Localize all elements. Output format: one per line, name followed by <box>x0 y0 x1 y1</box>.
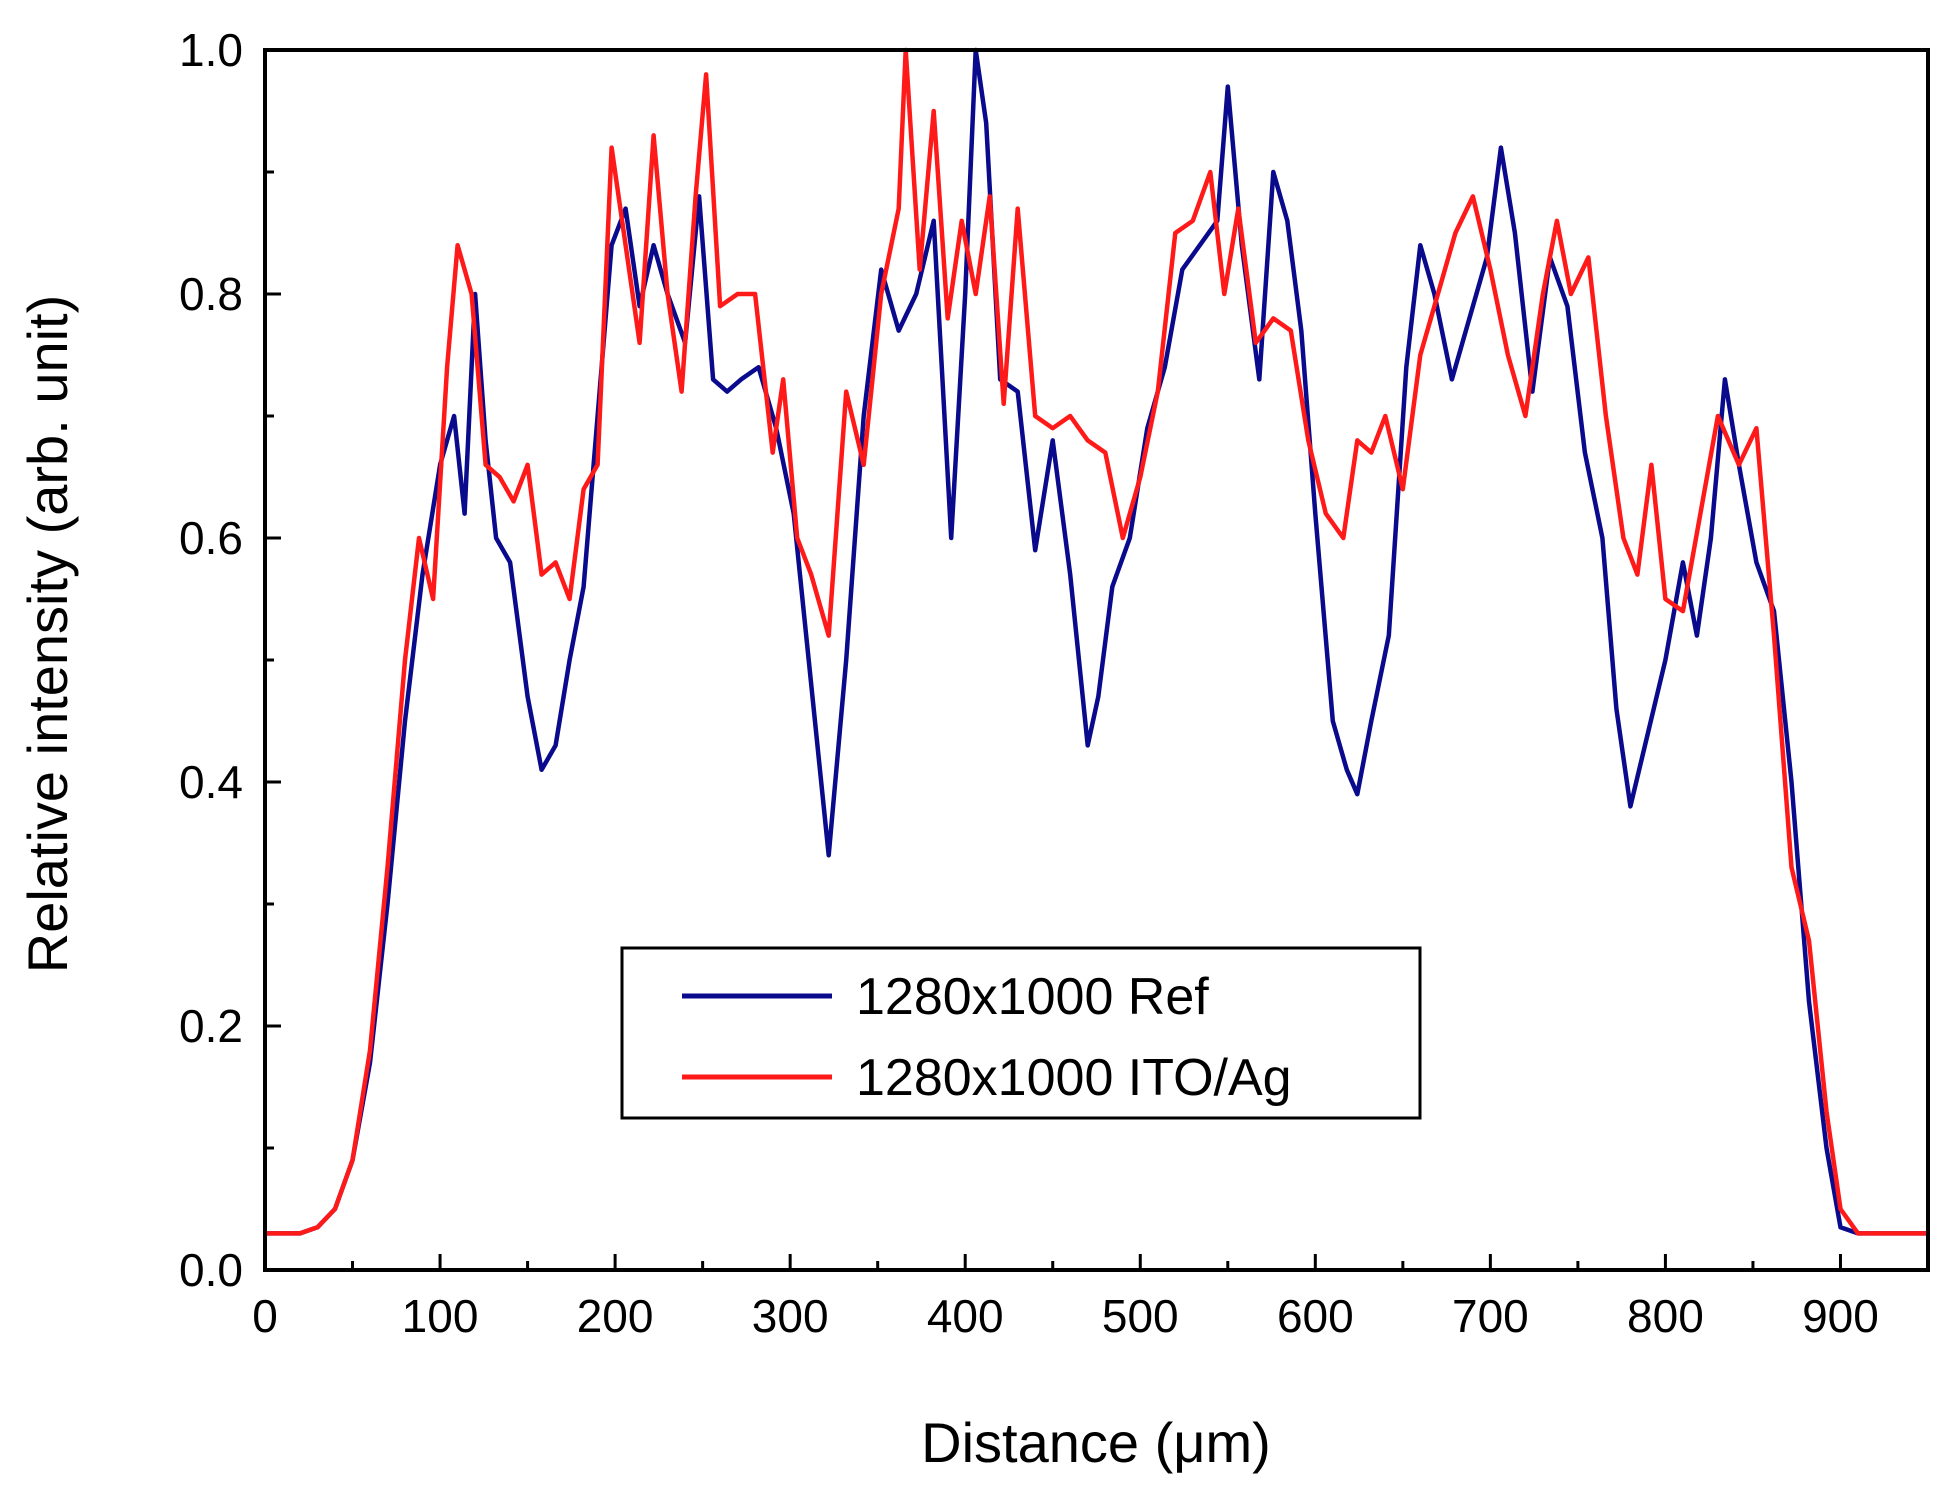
x-tick-label: 200 <box>577 1290 654 1342</box>
y-tick-label: 1.0 <box>179 24 243 76</box>
y-tick-label: 0.6 <box>179 512 243 564</box>
x-tick-label: 300 <box>752 1290 829 1342</box>
legend: 1280x1000 Ref 1280x1000 ITO/Ag <box>620 946 1422 1120</box>
y-tick-label: 0.2 <box>179 1000 243 1052</box>
y-tick-labels: 0.0 0.2 0.4 0.6 0.8 1.0 <box>179 24 243 1296</box>
x-tick-label: 100 <box>402 1290 479 1342</box>
x-tick-label: 500 <box>1102 1290 1179 1342</box>
x-axis-title: Distance (μm) <box>921 1411 1271 1474</box>
x-tick-label: 800 <box>1627 1290 1704 1342</box>
x-tick-label: 400 <box>927 1290 1004 1342</box>
x-tick-labels: 0 100 200 300 400 500 600 700 800 900 <box>252 1290 1879 1342</box>
legend-label-itoag: 1280x1000 ITO/Ag <box>856 1049 1292 1107</box>
y-tick-label: 0.8 <box>179 268 243 320</box>
legend-box <box>620 946 1422 1120</box>
ticks-layer <box>263 48 1930 1272</box>
x-tick-label: 900 <box>1802 1290 1879 1342</box>
y-axis-title: Relative intensity (arb. unit) <box>16 295 79 974</box>
x-tick-label: 600 <box>1277 1290 1354 1342</box>
x-tick-label: 0 <box>252 1290 278 1342</box>
series-layer <box>265 47 1928 1236</box>
y-tick-label: 0.0 <box>179 1244 243 1296</box>
series-line-0 <box>265 47 1928 1236</box>
y-tick-label: 0.4 <box>179 756 243 808</box>
series-line-1 <box>265 47 1928 1236</box>
x-tick-label: 700 <box>1452 1290 1529 1342</box>
legend-label-ref: 1280x1000 Ref <box>856 968 1209 1026</box>
